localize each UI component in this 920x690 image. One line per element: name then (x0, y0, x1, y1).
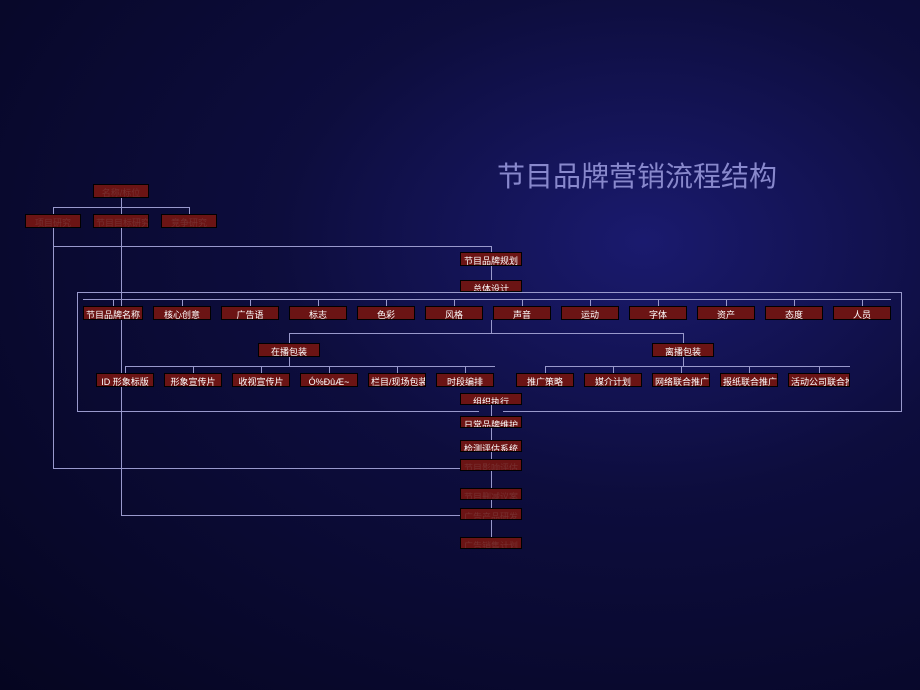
flow-box-top_l: 项目研究 (25, 214, 81, 228)
flow-box-r1_4: 色彩 (357, 306, 415, 320)
connector-line (250, 299, 251, 306)
flow-box-r2_10: 活动公司联合推广 (788, 373, 850, 387)
connector-line (53, 228, 54, 468)
flow-box-r1_2: 广告语 (221, 306, 279, 320)
connector-line (613, 366, 614, 373)
connector-line (465, 366, 466, 373)
connector-line (681, 366, 682, 373)
connector-line (113, 299, 114, 306)
connector-line (289, 333, 290, 343)
connector-line (329, 366, 330, 373)
connector-line (901, 292, 902, 411)
connector-line (121, 515, 460, 516)
connector-line (726, 299, 727, 306)
flow-box-r1_5: 风格 (425, 306, 483, 320)
flow-box-exec: 组织执行 (460, 393, 522, 405)
connector-line (491, 428, 492, 440)
connector-line (794, 299, 795, 306)
flow-box-r2_3: Ó%ÐûÆ~ (300, 373, 358, 387)
connector-line (491, 405, 492, 416)
connector-line (289, 357, 290, 366)
connector-line (819, 366, 820, 373)
connector-line (454, 299, 455, 306)
connector-line (491, 452, 492, 459)
flow-box-top_c: 节目目标研究 (93, 214, 149, 228)
connector-line (503, 411, 902, 412)
flow-box-r1_0: 节目品牌名称 (83, 306, 143, 320)
flow-box-v2: 节目删减议案 (460, 488, 522, 500)
connector-line (318, 299, 319, 306)
flow-box-r1_7: 运动 (561, 306, 619, 320)
connector-line (386, 299, 387, 306)
connector-line (77, 411, 479, 412)
flow-box-r1_10: 态度 (765, 306, 823, 320)
connector-line (522, 299, 523, 306)
flow-box-design: 总体设计 (460, 280, 522, 292)
page-title: 节目品牌营销流程结构 (497, 155, 777, 195)
flow-box-r2_7: 媒介计划 (584, 373, 642, 387)
flow-box-r2_0: ID 形象标版 (96, 373, 154, 387)
flow-box-check: 检测评估系统 (460, 440, 522, 452)
connector-line (683, 357, 684, 366)
flow-box-top_root: 名称/标位 (93, 184, 149, 198)
connector-line (491, 520, 492, 537)
connector-line (289, 333, 683, 334)
connector-line (193, 366, 194, 373)
flow-box-v1: 节目影响评估 (460, 459, 522, 471)
flow-box-r1_3: 标志 (289, 306, 347, 320)
connector-line (83, 299, 891, 300)
flow-box-r1_11: 人员 (833, 306, 891, 320)
connector-line (545, 366, 850, 367)
flow-box-r1_6: 声音 (493, 306, 551, 320)
connector-line (53, 468, 460, 469)
flow-box-top_r: 竞争研究 (161, 214, 217, 228)
connector-line (749, 366, 750, 373)
connector-line (121, 207, 122, 214)
connector-line (53, 207, 54, 214)
connector-line (397, 366, 398, 373)
flow-box-r2_8: 网络联合推广 (652, 373, 710, 387)
flow-box-daily: 日常品牌维护 (460, 416, 522, 428)
connector-line (545, 366, 546, 373)
flow-box-r1_1: 核心创意 (153, 306, 211, 320)
connector-line (491, 471, 492, 488)
flow-box-r1_8: 字体 (629, 306, 687, 320)
flow-box-v4: 广告销售计划 (460, 537, 522, 549)
flow-box-v3: 广告产品研发 (460, 508, 522, 520)
connector-line (491, 266, 492, 280)
flow-box-r2_1: 形象宣传片 (164, 373, 222, 387)
connector-line (125, 366, 495, 367)
connector-line (53, 246, 491, 247)
connector-line (189, 207, 190, 214)
flow-box-r2_6: 推广策略 (516, 373, 574, 387)
connector-line (658, 299, 659, 306)
connector-line (590, 299, 591, 306)
flow-box-plan: 节目品牌规划 (460, 252, 522, 266)
flow-box-r2_9: 报纸联合推广 (720, 373, 778, 387)
flow-box-r1_9: 资产 (697, 306, 755, 320)
connector-line (261, 366, 262, 373)
flow-box-r2_4: 栏目/现场包装 (368, 373, 426, 387)
flow-box-onair: 在播包装 (258, 343, 320, 357)
connector-line (121, 228, 122, 515)
connector-line (491, 500, 492, 508)
connector-line (683, 333, 684, 343)
flow-box-r2_5: 时段编排 (436, 373, 494, 387)
connector-line (125, 366, 126, 373)
flow-box-r2_2: 收视宣传片 (232, 373, 290, 387)
connector-line (182, 299, 183, 306)
connector-line (77, 292, 901, 293)
connector-line (862, 299, 863, 306)
connector-line (491, 320, 492, 333)
connector-line (77, 292, 78, 411)
flow-box-offair: 离播包装 (652, 343, 714, 357)
